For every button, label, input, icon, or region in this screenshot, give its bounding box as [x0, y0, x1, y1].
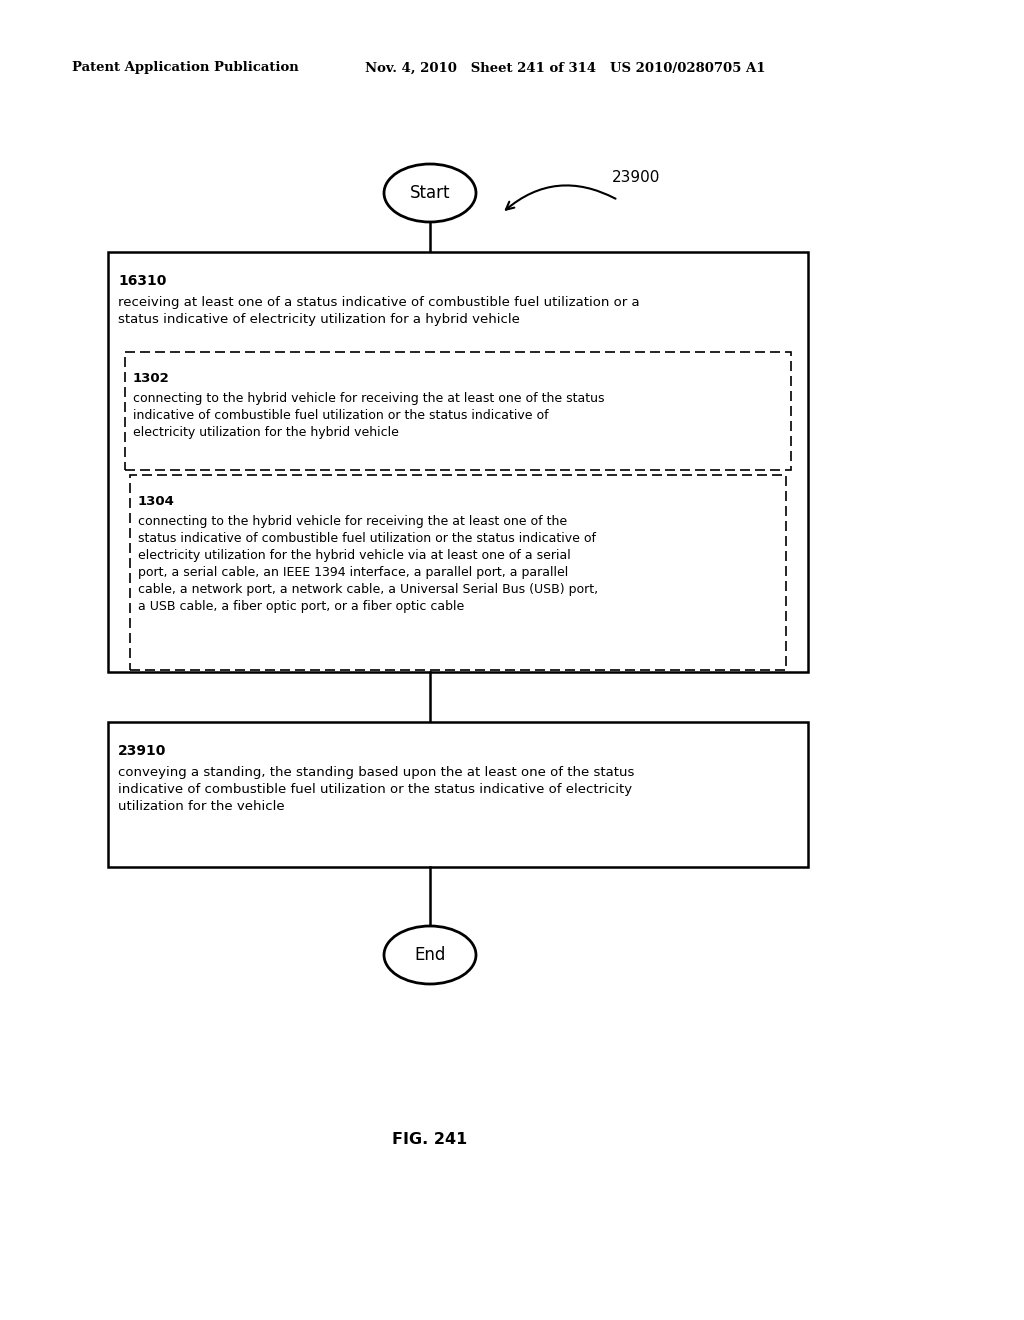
Text: receiving at least one of a status indicative of combustible fuel utilization or: receiving at least one of a status indic…: [118, 296, 640, 326]
Ellipse shape: [384, 164, 476, 222]
Text: FIG. 241: FIG. 241: [392, 1133, 468, 1147]
Text: Nov. 4, 2010   Sheet 241 of 314   US 2010/0280705 A1: Nov. 4, 2010 Sheet 241 of 314 US 2010/02…: [365, 62, 766, 74]
Text: connecting to the hybrid vehicle for receiving the at least one of the status
in: connecting to the hybrid vehicle for rec…: [133, 392, 604, 440]
Text: Start: Start: [410, 183, 451, 202]
FancyBboxPatch shape: [108, 252, 808, 672]
FancyBboxPatch shape: [108, 722, 808, 867]
Text: Patent Application Publication: Patent Application Publication: [72, 62, 299, 74]
Text: 23900: 23900: [612, 170, 660, 186]
Text: 23910: 23910: [118, 744, 166, 758]
Text: 1304: 1304: [138, 495, 175, 508]
FancyBboxPatch shape: [130, 475, 786, 671]
Text: End: End: [415, 946, 445, 964]
Text: connecting to the hybrid vehicle for receiving the at least one of the
status in: connecting to the hybrid vehicle for rec…: [138, 515, 598, 612]
FancyBboxPatch shape: [125, 352, 791, 470]
FancyArrowPatch shape: [506, 185, 615, 210]
Text: 16310: 16310: [118, 275, 166, 288]
Text: 1302: 1302: [133, 372, 170, 385]
Text: conveying a standing, the standing based upon the at least one of the status
ind: conveying a standing, the standing based…: [118, 766, 635, 813]
Ellipse shape: [384, 927, 476, 983]
